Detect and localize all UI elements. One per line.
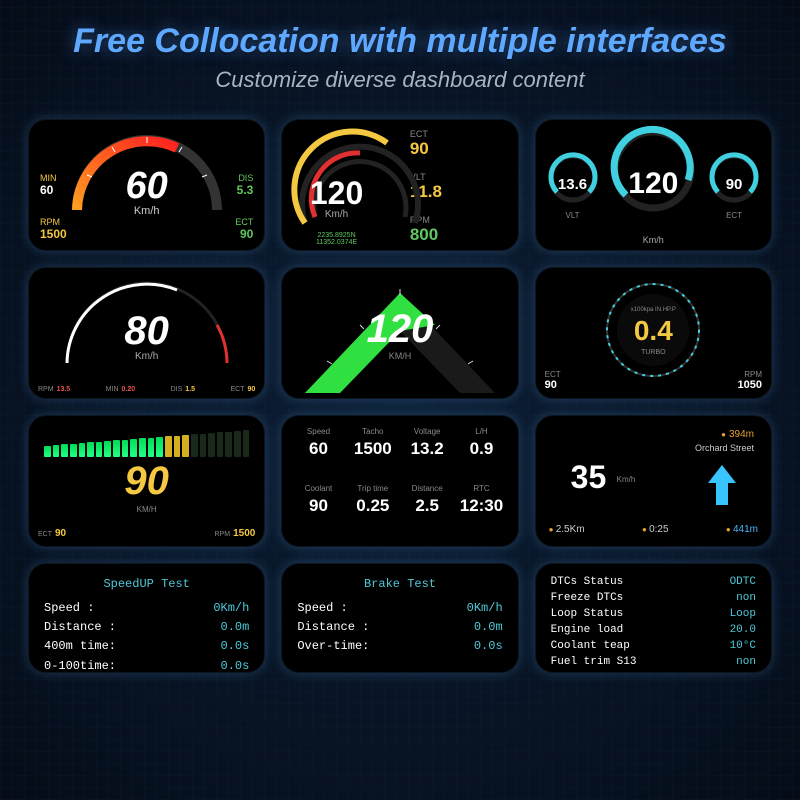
- nav-street: Orchard Street: [695, 443, 754, 453]
- table-row: Fuel trim S13non: [551, 655, 756, 671]
- speed-value: 90: [28, 459, 265, 504]
- speed-value: 80: [28, 309, 265, 354]
- speed-value: 120: [281, 307, 518, 352]
- nav-bottom-stats: 2.5Km 0:25 441m: [549, 524, 758, 535]
- stats-grid-card: Speed60Tacho1500Voltage13.2L/H0.9Coolant…: [281, 415, 518, 547]
- table-title: Brake Test: [297, 577, 502, 591]
- table-row: 0-100time:0.0s: [44, 657, 249, 673]
- table-row: Distance :0.0m: [297, 618, 502, 637]
- speed-gauge: 120Km/h: [608, 125, 698, 245]
- speed-value: 120: [281, 175, 391, 212]
- page-title: Free Collocation with multiple interface…: [20, 22, 780, 61]
- rpm-readout: RPM1050: [738, 370, 762, 391]
- dtc-status-card: DTCs StatusODTCFreeze DTCsnonLoop Status…: [535, 563, 772, 673]
- table-row: 400m time:0.0s: [44, 637, 249, 656]
- brake-test-card: Brake Test Speed :0Km/hDistance :0.0mOve…: [281, 563, 518, 673]
- gauge-card-3: 13.6VLT 120Km/h 90ECT: [535, 119, 772, 251]
- ect-gauge: 90ECT: [706, 150, 762, 220]
- gauge-card-5: 120 KM/H: [281, 267, 518, 399]
- header: Free Collocation with multiple interface…: [0, 0, 800, 105]
- table-row: Speed :0Km/h: [297, 599, 502, 618]
- turbo-label: TURBO: [535, 349, 772, 356]
- ect-readout: ECT90: [545, 370, 561, 391]
- table-row: Engine load20.0: [551, 623, 756, 639]
- table-title: SpeedUP Test: [44, 577, 249, 591]
- segment-gauge-card: 90 KM/H ECT90 RPM1500: [28, 415, 265, 547]
- rpm-readout: RPM1500: [40, 217, 67, 241]
- gauge-card-2: 120 Km/h 2235.8925N11352.0374E ECT90 VLT…: [281, 119, 518, 251]
- min-readout: MIN60: [40, 173, 57, 197]
- ect-readout: ECT90: [38, 528, 66, 539]
- pre-label: x100kpa IN.HP.P: [535, 307, 772, 313]
- table-row: Loop StatusLoop: [551, 607, 756, 623]
- coordinates: 2235.8925N11352.0374E: [281, 232, 391, 247]
- nav-speed: 35: [571, 459, 607, 496]
- nav-distance: 394m: [721, 429, 754, 440]
- nav-unit: Km/h: [617, 475, 636, 484]
- table-row: Distance :0.0m: [44, 618, 249, 637]
- navigation-card: 394m Orchard Street 35 Km/h 2.5Km 0:25 4…: [535, 415, 772, 547]
- table-row: DTCs StatusODTC: [551, 575, 756, 591]
- page-subtitle: Customize diverse dashboard content: [20, 67, 780, 93]
- dashboard-grid: 60 Km/h MIN60 DIS5.3 RPM1500 ECT90 120 K…: [0, 105, 800, 687]
- table-row: Coolant teap10°C: [551, 639, 756, 655]
- speed-unit: Km/h: [28, 205, 265, 217]
- ect-readout: ECT90: [235, 217, 253, 241]
- turbo-value: 0.4: [535, 315, 772, 347]
- bottom-stats: RPM 13.5MIN 0.20DIS 1.5ECT 90: [38, 386, 255, 393]
- gauge-card-4: 80 Km/h RPM 13.5MIN 0.20DIS 1.5ECT 90: [28, 267, 265, 399]
- speed-unit: Km/h: [28, 351, 265, 362]
- speed-unit: Km/h: [281, 209, 391, 220]
- gauge-card-1: 60 Km/h MIN60 DIS5.3 RPM1500 ECT90: [28, 119, 265, 251]
- table-row: Over-time:0.0s: [297, 637, 502, 656]
- table-row: Freeze DTCsnon: [551, 591, 756, 607]
- segment-bar: [44, 429, 249, 457]
- arrow-up-icon: [704, 463, 740, 507]
- speedup-test-card: SpeedUP Test Speed :0Km/hDistance :0.0m4…: [28, 563, 265, 673]
- table-row: Speed :0Km/h: [44, 599, 249, 618]
- turbo-gauge-card: x100kpa IN.HP.P 0.4 TURBO ECT90 RPM1050: [535, 267, 772, 399]
- speed-value: 60: [28, 165, 265, 208]
- dis-readout: DIS5.3: [237, 173, 254, 197]
- vlt-gauge: 13.6VLT: [545, 150, 601, 220]
- rpm-readout: RPM1500: [215, 528, 256, 539]
- speed-unit: KM/H: [28, 505, 265, 514]
- speed-unit: KM/H: [281, 351, 518, 361]
